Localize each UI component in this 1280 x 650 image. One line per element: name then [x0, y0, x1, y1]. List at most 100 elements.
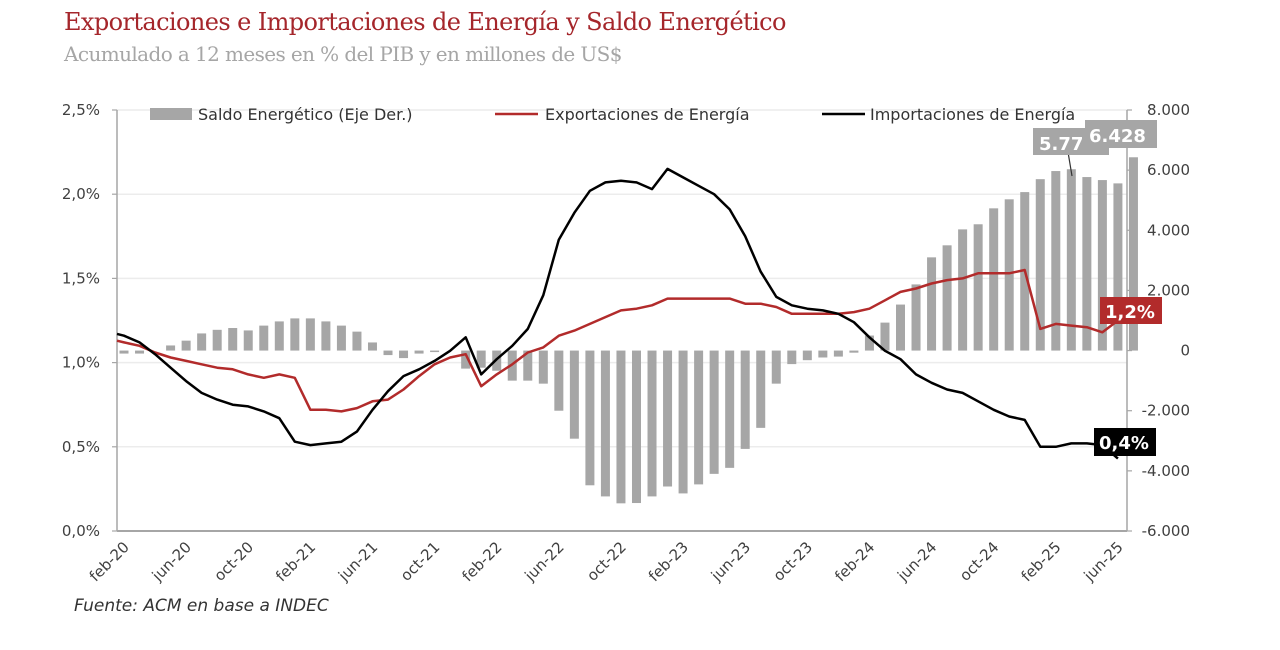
left-tick-label: 1,0%	[62, 354, 100, 372]
bar-saldo	[958, 229, 968, 351]
bar-saldo	[927, 257, 937, 351]
bar-saldo	[554, 350, 564, 411]
right-tick-label: 4.000	[1147, 221, 1190, 239]
callout-box-imports	[1094, 428, 1156, 456]
callout-leader-5770	[1067, 151, 1073, 177]
bar-saldo	[538, 350, 548, 384]
bar-saldo	[694, 350, 704, 485]
callout-box-exports	[1100, 297, 1162, 324]
bar-saldo	[476, 350, 486, 368]
left-tick-label: 2,0%	[62, 185, 100, 203]
x-tick-label: jun-22	[521, 538, 568, 585]
x-tick-label: jun-24	[893, 538, 940, 585]
bar-saldo	[663, 350, 673, 487]
bar-saldo	[942, 245, 952, 351]
bar-saldo	[367, 342, 377, 351]
bar-saldo	[989, 208, 999, 351]
right-tick-label: -4.000	[1142, 462, 1190, 480]
x-tick-label: feb-21	[272, 538, 319, 585]
line-importaciones	[116, 167, 1119, 460]
bar-saldo	[461, 350, 471, 369]
bar-saldo	[1004, 199, 1014, 351]
bar-saldo	[896, 304, 905, 351]
left-tick-label: 0,5%	[62, 438, 100, 456]
bar-saldo	[771, 350, 781, 384]
bar-saldo	[818, 350, 828, 358]
callouts: 5.77 6.428 1,2% 0,4%	[1033, 120, 1162, 456]
x-tick-label: feb-20	[86, 538, 133, 585]
bar-saldo	[259, 325, 269, 351]
callout-label-6428: 6.428	[1089, 126, 1146, 147]
bar-saldo	[585, 350, 595, 486]
bar-saldo	[336, 325, 346, 351]
bar-saldo	[647, 350, 657, 497]
x-tick-label: oct-23	[770, 538, 817, 585]
bar-saldo	[600, 350, 610, 497]
bar-saldo	[709, 350, 719, 474]
bar-saldo	[305, 318, 315, 351]
bar-saldo	[399, 350, 409, 359]
callout-label-imports: 0,4%	[1099, 433, 1149, 454]
bar-saldo	[290, 318, 300, 351]
bar-saldo	[228, 328, 238, 351]
bar-saldo	[1082, 177, 1092, 351]
x-tick-label: feb-23	[645, 538, 692, 585]
bar-saldo	[631, 350, 641, 504]
bar-saldo	[880, 322, 890, 351]
callout-label-exports: 1,2%	[1105, 302, 1155, 323]
x-tick-label: oct-20	[211, 538, 258, 585]
bar-saldo	[973, 224, 983, 351]
right-tick-label: 0	[1180, 342, 1190, 360]
legend-label-exports: Exportaciones de Energía	[545, 105, 750, 124]
bar-saldo	[1035, 179, 1045, 351]
x-tick-label: jun-23	[707, 538, 754, 585]
bar-saldo	[166, 345, 176, 351]
bar-saldo	[1128, 157, 1138, 351]
bar-saldo	[740, 350, 750, 449]
x-tick-label: feb-22	[459, 538, 506, 585]
bar-saldo	[1113, 183, 1123, 351]
right-tick-label: 8.000	[1147, 101, 1190, 119]
bars-saldo	[119, 157, 1138, 504]
bar-saldo	[430, 350, 440, 353]
bar-saldo	[352, 331, 362, 351]
bar-saldo	[212, 329, 222, 351]
chart-title: Exportaciones e Importaciones de Energía…	[64, 8, 786, 36]
bar-saldo	[864, 335, 874, 351]
bar-saldo	[616, 350, 626, 504]
line-exportaciones	[116, 268, 1119, 413]
bar-saldo	[569, 350, 579, 439]
x-tick-label: oct-22	[583, 538, 630, 585]
x-tick-label: jun-20	[148, 538, 195, 585]
right-tick-label: 6.000	[1147, 161, 1190, 179]
left-tick-label: 1,5%	[62, 269, 100, 287]
bar-saldo	[383, 350, 393, 356]
callout-label-5770: 5.77	[1039, 134, 1083, 155]
bar-saldo	[197, 333, 207, 351]
bar-saldo	[787, 350, 797, 365]
bar-saldo	[135, 350, 145, 354]
bar-saldo	[523, 350, 533, 381]
callout-box-6428	[1085, 120, 1157, 148]
legend-label-imports: Importaciones de Energía	[870, 105, 1075, 124]
x-tick-label: oct-21	[397, 538, 444, 585]
x-tick-label: jun-21	[334, 538, 381, 585]
bar-saldo	[911, 284, 921, 351]
right-tick-label: 2.000	[1147, 281, 1190, 299]
lines	[116, 167, 1119, 460]
left-tick-label: 0,0%	[62, 522, 100, 540]
bar-saldo	[414, 350, 424, 354]
left-tick-label: 2,5%	[62, 101, 100, 119]
x-tick-label: jun-25	[1080, 538, 1127, 585]
bar-saldo	[243, 330, 253, 351]
bar-saldo	[181, 340, 191, 351]
bar-saldo	[119, 350, 129, 354]
bar-saldo	[833, 350, 843, 357]
bar-saldo	[274, 321, 284, 351]
bar-saldo	[1066, 169, 1076, 351]
bar-saldo	[725, 350, 735, 468]
bar-saldo	[1051, 171, 1061, 351]
legend: Saldo Energético (Eje Der.) Exportacione…	[150, 105, 1075, 124]
bar-saldo	[756, 350, 766, 428]
bar-saldo	[1097, 180, 1107, 351]
